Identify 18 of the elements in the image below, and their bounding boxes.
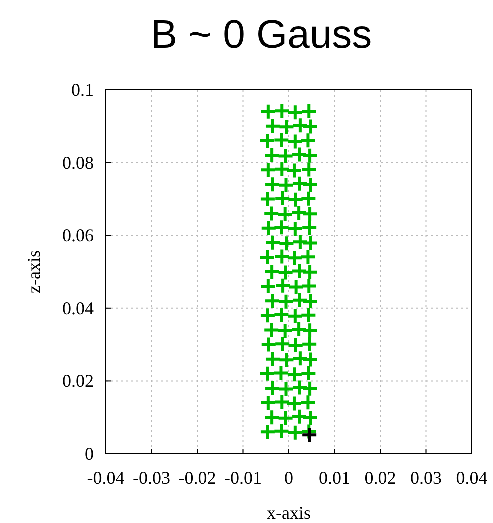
x-tick-label: -0.04	[87, 468, 125, 488]
x-tick-label: 0.02	[364, 468, 396, 488]
x-tick-label: -0.02	[178, 468, 216, 488]
y-tick-label: 0.04	[62, 298, 94, 318]
x-tick-label: -0.03	[133, 468, 170, 488]
x-tick-label: 0.01	[319, 468, 350, 488]
chart-title: B ~ 0 Gauss	[150, 13, 372, 57]
y-tick-label: 0.02	[62, 371, 94, 392]
x-axis-title: x-axis	[267, 503, 311, 523]
y-tick-label: 0.1	[72, 80, 94, 100]
x-tick-label: -0.01	[224, 468, 262, 488]
x-tick-label: 0.04	[456, 468, 488, 488]
x-tick-label: 0	[284, 468, 294, 488]
x-tick-label: 0.03	[410, 468, 442, 488]
y-axis-title: z-axis	[24, 250, 44, 294]
y-tick-label: 0.06	[62, 226, 94, 246]
y-tick-label: 0.08	[62, 152, 94, 173]
y-tick-label: 0	[85, 444, 94, 464]
